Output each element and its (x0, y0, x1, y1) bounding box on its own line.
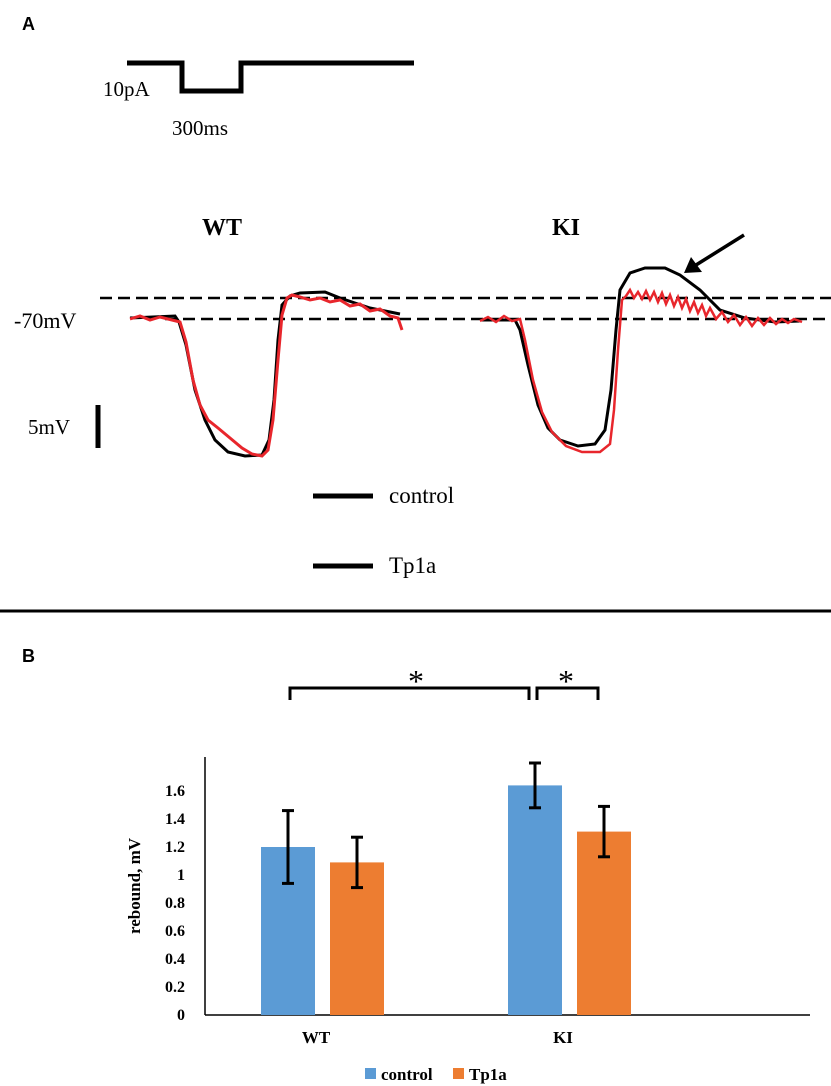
significance-star-1: * (408, 663, 424, 699)
ki-control-trace (482, 266, 801, 448)
group-label-wt: WT (202, 215, 242, 241)
x-tick-labels: WT KI (302, 1028, 573, 1047)
panel-a-label: A (22, 14, 35, 34)
error-bar (282, 809, 294, 885)
chart-legend: control Tp1a (365, 1065, 507, 1084)
bars (261, 785, 631, 1015)
y-tick-label: 0 (177, 1007, 185, 1024)
scale-label: 5mV (28, 415, 70, 439)
error-bars (282, 761, 610, 890)
y-tick-label: 0.2 (165, 979, 185, 996)
error-bar (529, 761, 541, 810)
legend-label-control: control (389, 483, 454, 508)
error-bar (598, 804, 610, 859)
y-tick-label: 1.2 (165, 839, 185, 856)
significance-bracket-2 (535, 686, 600, 700)
legend-label-control: control (381, 1065, 433, 1084)
legend-swatch-tp1a (453, 1068, 464, 1079)
stimulus-amplitude-label: 10pA (103, 77, 151, 101)
error-bar (351, 835, 363, 890)
y-tick-label: 1.6 (165, 783, 185, 800)
bar-control-ki (508, 785, 562, 1015)
y-axis-title: rebound, mV (125, 837, 144, 934)
group-label-ki: KI (552, 215, 580, 241)
wt-tp1a-trace (129, 293, 404, 458)
y-tick-label: 0.8 (165, 895, 185, 912)
wt-control-trace (129, 290, 401, 458)
x-tick-label: KI (553, 1028, 573, 1047)
bar-tp1a-ki (577, 831, 631, 1015)
baseline-label: -70mV (14, 308, 76, 333)
legend-label-tp1a: Tp1a (389, 553, 436, 578)
y-tick-label: 0.6 (165, 923, 185, 940)
stimulus-duration-label: 300ms (172, 116, 228, 140)
legend-label-tp1a: Tp1a (469, 1065, 507, 1084)
significance-bracket-1 (288, 686, 531, 700)
ki-tp1a-trace (479, 287, 803, 454)
y-tick-labels: 0 0.2 0.4 0.6 0.8 1 1.2 1.4 1.6 (165, 783, 185, 1024)
significance-star-2: * (558, 663, 574, 699)
stimulus-protocol (127, 60, 414, 94)
legend-swatch-control (365, 1068, 376, 1079)
rebound-arrowhead (684, 257, 702, 273)
rebound-arrow (695, 233, 745, 267)
y-tick-label: 1.4 (165, 811, 185, 828)
y-tick-label: 1 (177, 867, 185, 884)
x-tick-label: WT (302, 1028, 331, 1047)
y-tick-label: 0.4 (165, 951, 185, 968)
panel-b-label: B (22, 646, 35, 666)
